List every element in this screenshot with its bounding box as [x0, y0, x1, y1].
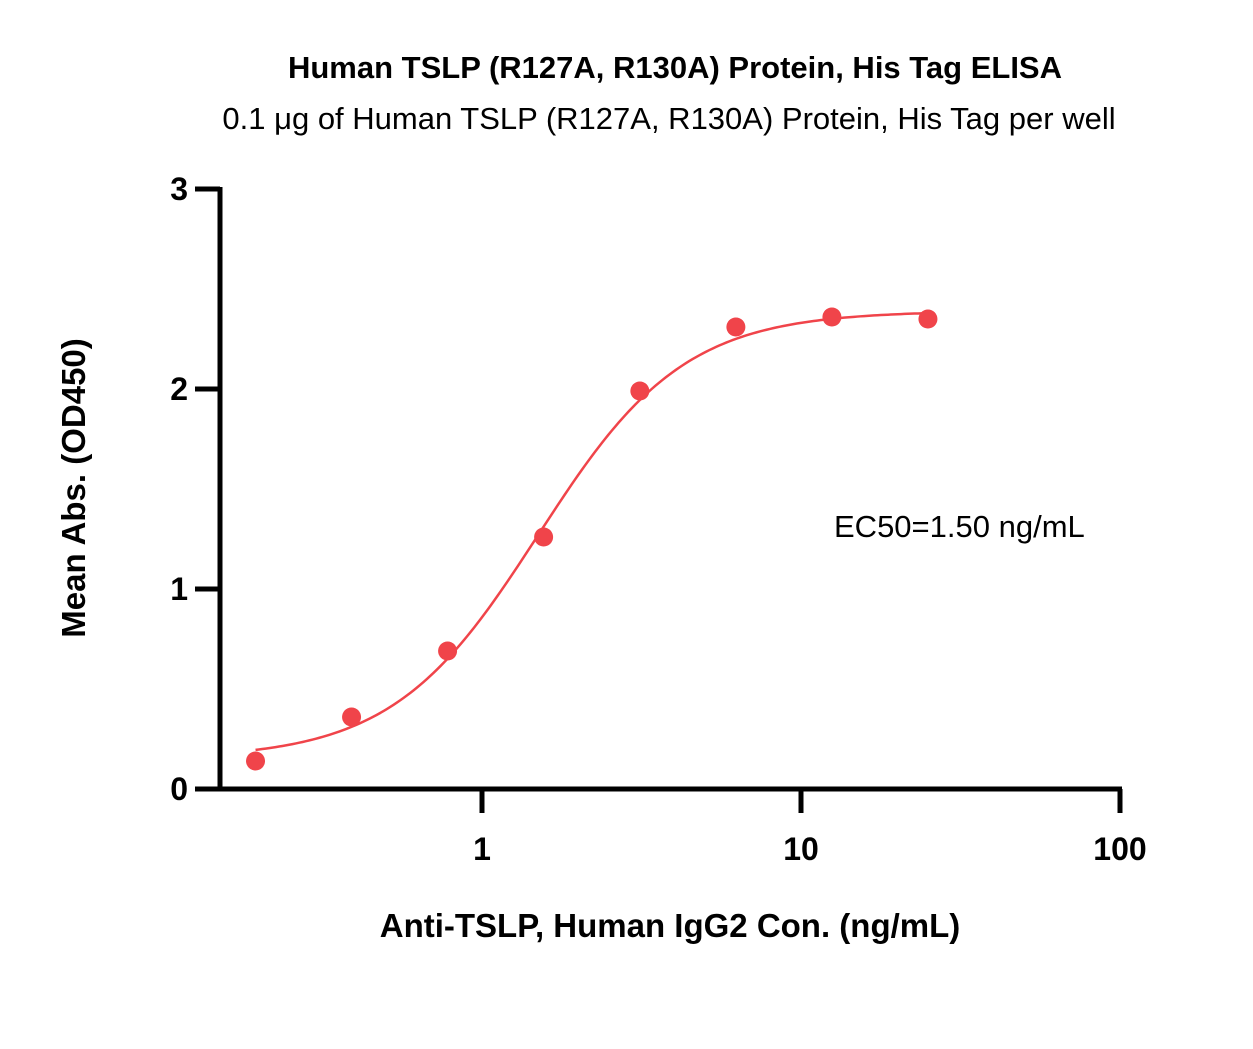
- data-point: [534, 527, 554, 547]
- data-point: [918, 309, 938, 329]
- x-tick-label: 1: [473, 831, 491, 867]
- y-tick-label: 2: [170, 371, 188, 407]
- data-point: [246, 751, 266, 771]
- axes: 0 1 2 3 1 10 100: [170, 171, 1146, 867]
- chart-title: Human TSLP (R127A, R130A) Protein, His T…: [288, 50, 1062, 85]
- y-tick-label: 1: [170, 571, 188, 607]
- fit-curve-layer: [255, 311, 928, 752]
- chart-subtitle: 0.1 μg of Human TSLP (R127A, R130A) Prot…: [222, 101, 1115, 136]
- y-tick-label: 3: [170, 171, 188, 207]
- x-axis-label: Anti-TSLP, Human IgG2 Con. (ng/mL): [380, 907, 961, 944]
- data-point: [630, 381, 650, 401]
- y-axis-label: Mean Abs. (OD450): [55, 338, 92, 638]
- y-tick-label: 0: [170, 771, 188, 807]
- ec50-annotation: EC50=1.50 ng/mL: [834, 509, 1085, 544]
- fit-curve: [255, 311, 928, 752]
- data-point: [342, 707, 362, 727]
- x-tick-label: 10: [783, 831, 819, 867]
- data-points-layer: [246, 307, 938, 771]
- data-point: [822, 307, 842, 327]
- data-point: [438, 641, 458, 661]
- x-tick-label: 100: [1093, 831, 1146, 867]
- data-point: [726, 317, 746, 337]
